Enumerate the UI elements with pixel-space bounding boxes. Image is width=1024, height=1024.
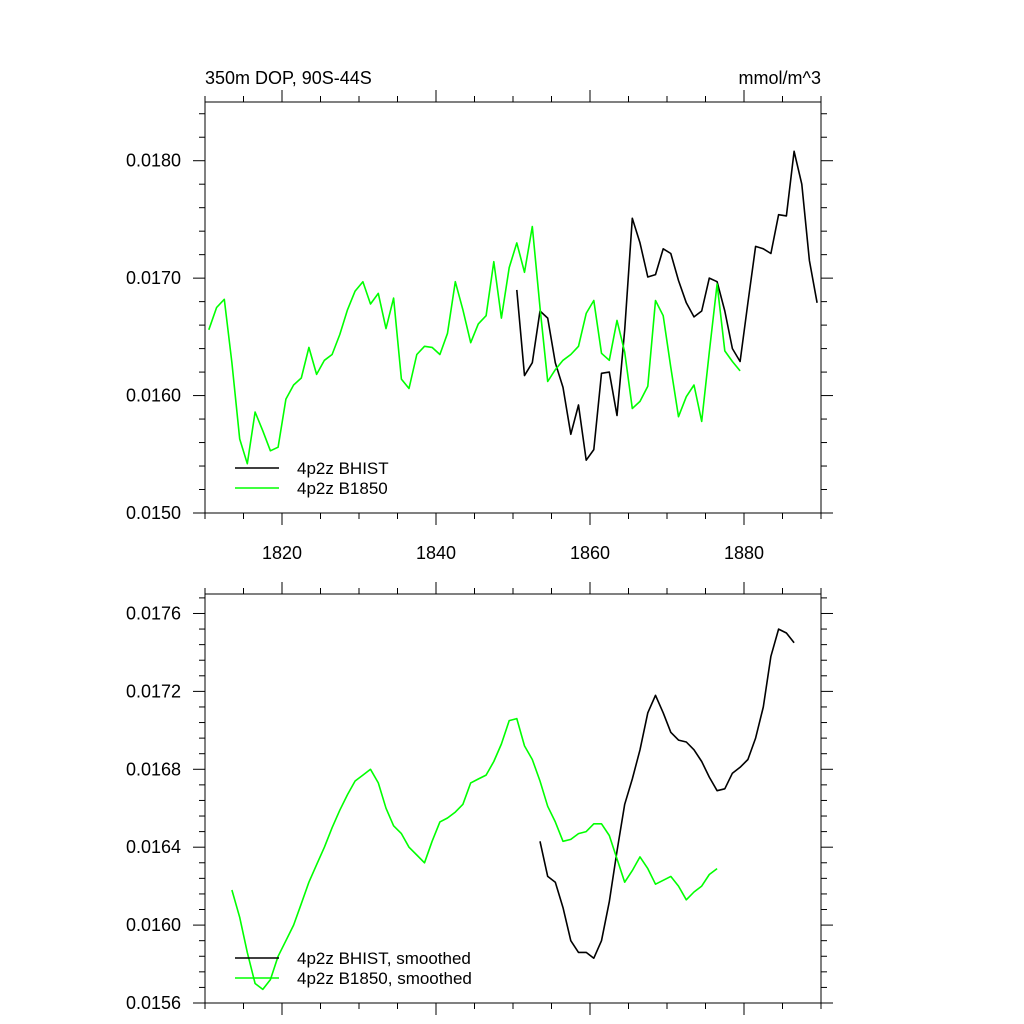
- y-tick-label: 0.0160: [126, 915, 181, 935]
- y-tick-label: 0.0160: [126, 386, 181, 406]
- y-tick-label: 0.0172: [126, 681, 181, 701]
- chart-title: 350m DOP, 90S-44S: [205, 68, 372, 88]
- units-label: mmol/m^3: [739, 68, 821, 88]
- legend-label: 4p2z B1850, smoothed: [297, 969, 472, 988]
- y-tick-label: 0.0156: [126, 993, 181, 1013]
- bottom-panel: 0.0156 0.0160 0.0164 0.0168 0.0172 0.0176 4p2z…: [126, 582, 833, 1015]
- y-tick-label: 0.0176: [126, 603, 181, 623]
- x-tick-label: 1860: [570, 543, 610, 563]
- y-tick-label: 0.0168: [126, 759, 181, 779]
- legend-label: 4p2z BHIST, smoothed: [297, 949, 471, 968]
- x-tick-label: 1880: [724, 543, 764, 563]
- series-line-bhist: [516, 150, 818, 462]
- series-line-b1850: [231, 717, 718, 991]
- legend-label: 4p2z BHIST: [297, 459, 389, 478]
- series-line-b1850: [208, 225, 741, 465]
- top-panel: 1820 1840 1860 1880 0.0150 0.0160 0.0170 0.0180…: [126, 90, 833, 563]
- legend-label: 4p2z B1850: [297, 479, 388, 498]
- y-tick-label: 0.0180: [126, 151, 181, 171]
- y-tick-label: 0.0164: [126, 837, 181, 857]
- x-tick-label: 1820: [262, 543, 302, 563]
- y-tick-label: 0.0170: [126, 268, 181, 288]
- y-tick-label: 0.0150: [126, 503, 181, 523]
- series-line-bhist: [539, 628, 795, 960]
- x-tick-label: 1840: [416, 543, 456, 563]
